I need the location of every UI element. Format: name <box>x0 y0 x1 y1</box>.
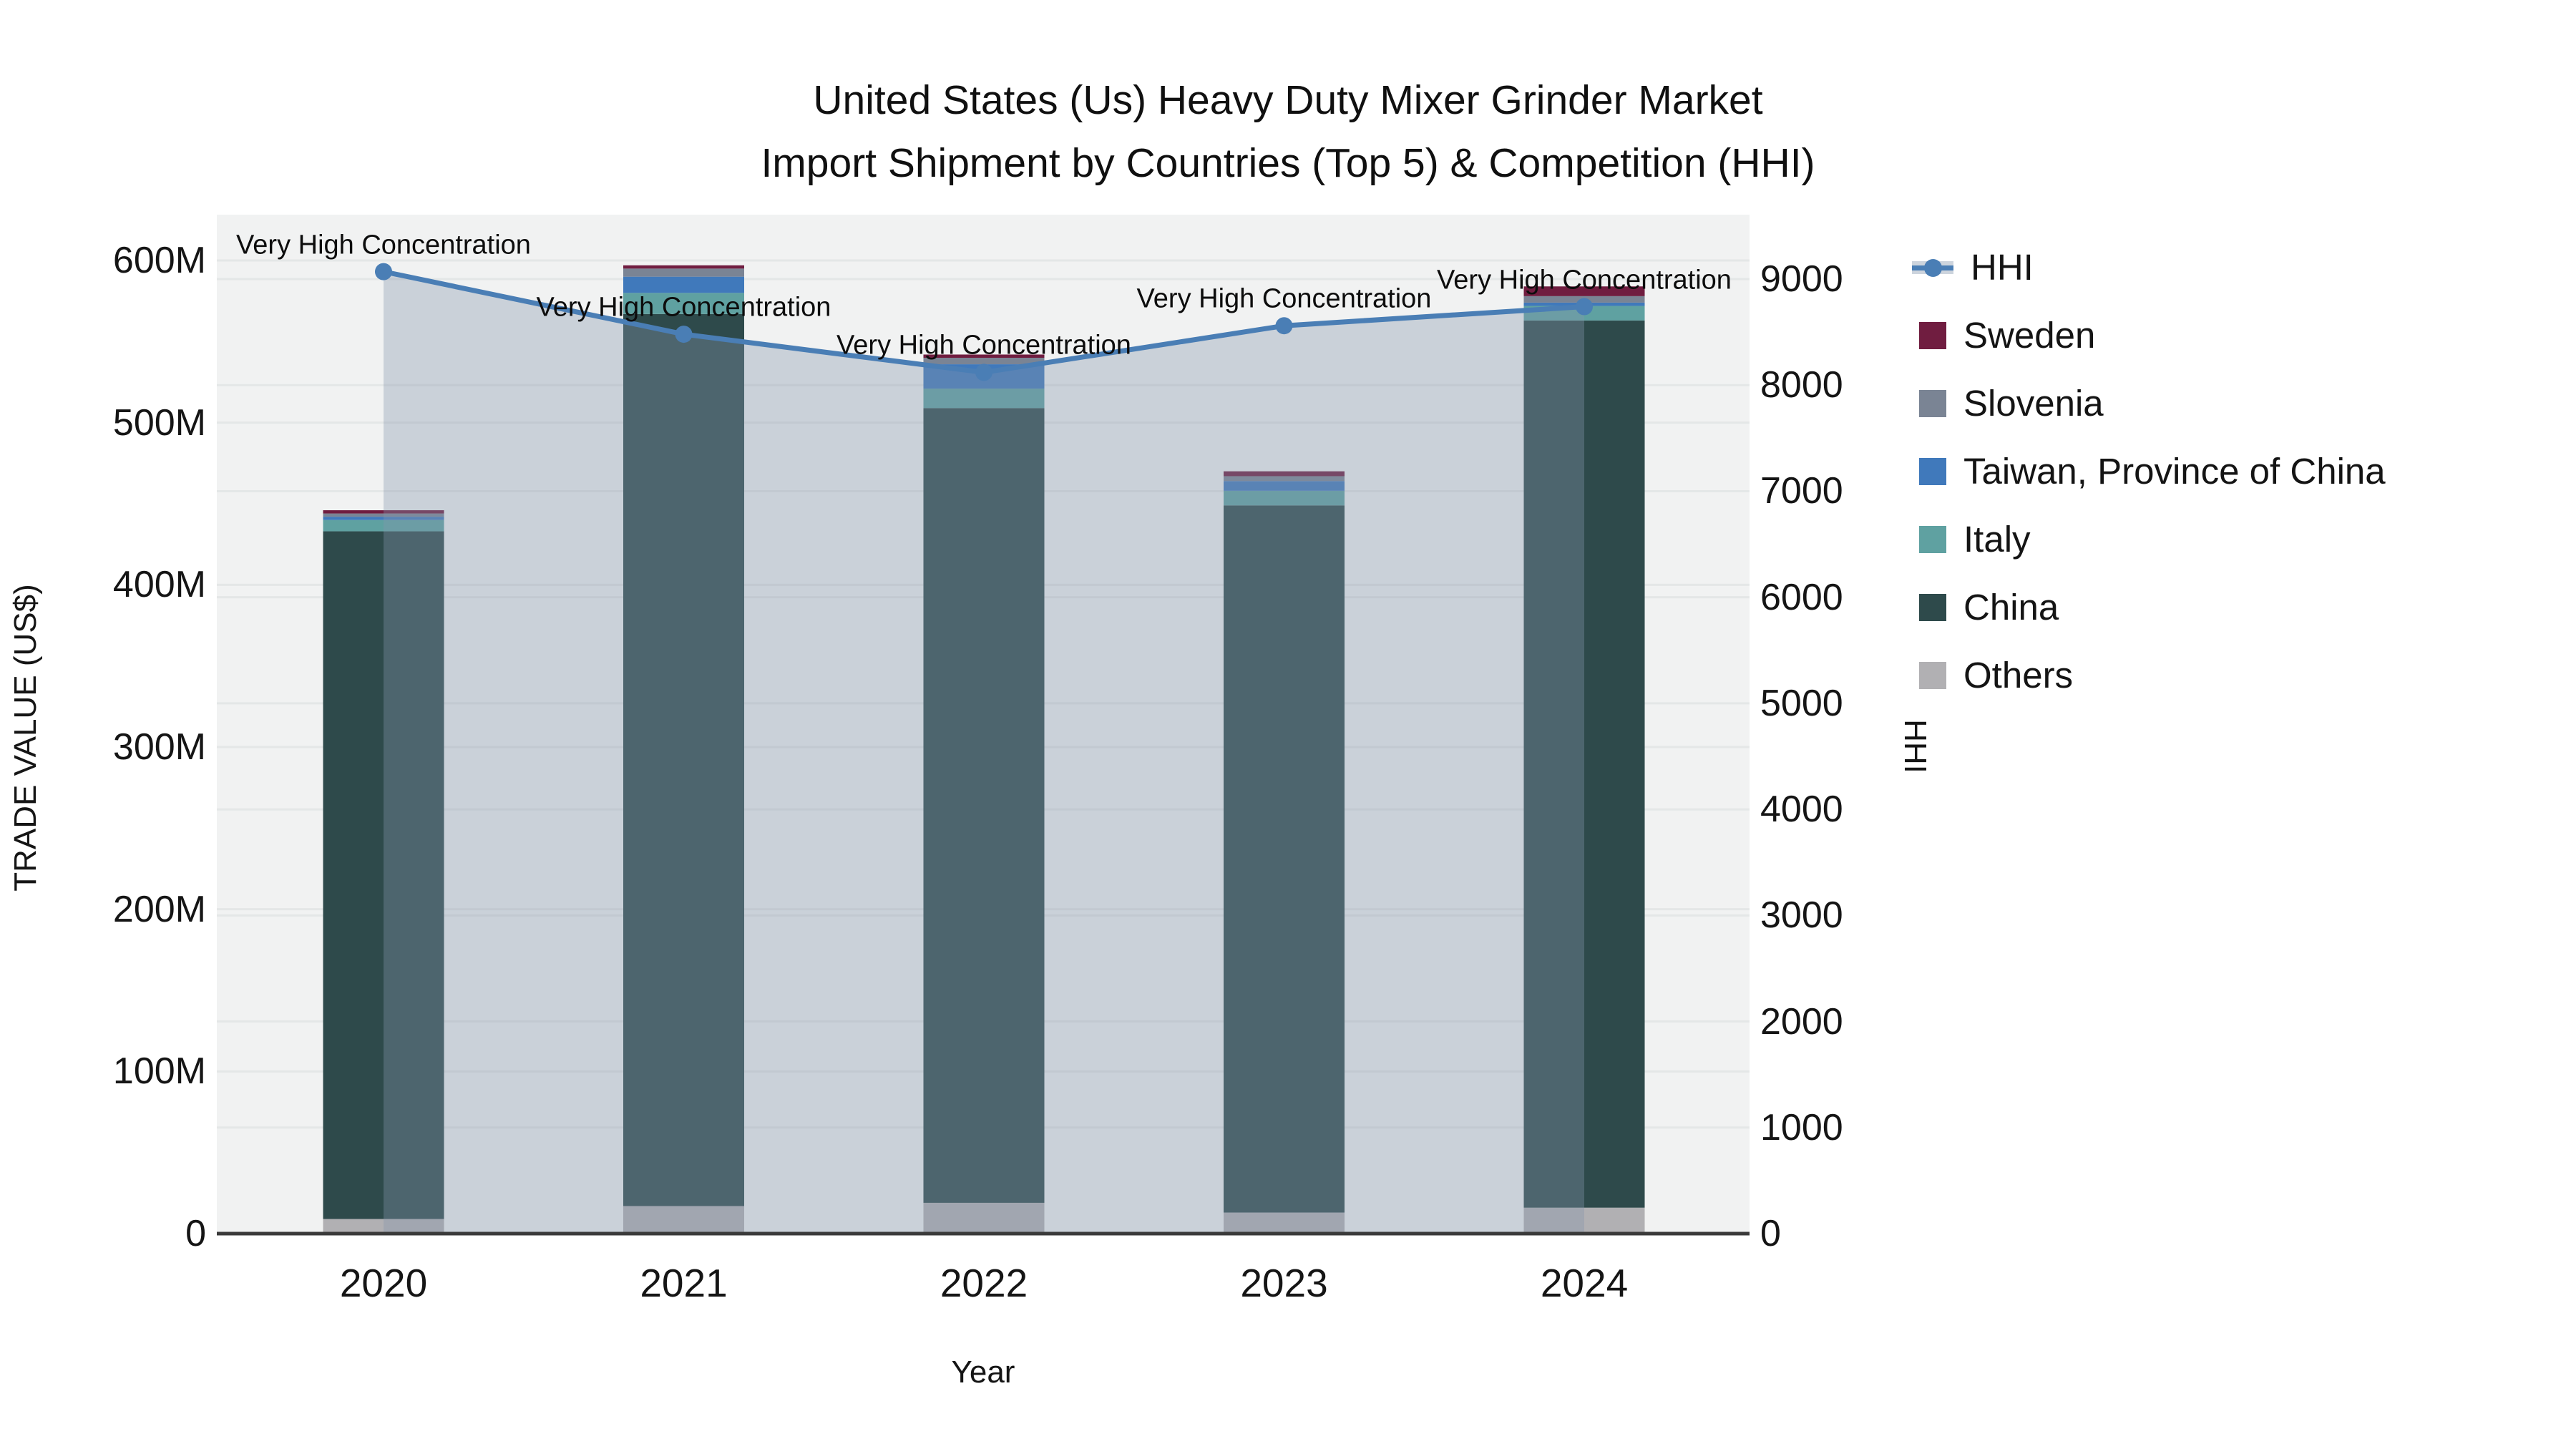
y-right-tick-4000: 4000 <box>1760 789 1843 831</box>
hhi-marker-sample <box>1924 258 1942 277</box>
hhi-line-legend-icon <box>1912 254 1953 281</box>
legend-swatch-icon <box>1919 661 1946 689</box>
bar-segment-china-2022[interactable] <box>923 408 1045 1203</box>
legend-item-italy[interactable]: Italy <box>1912 505 2386 573</box>
bar-segment-others-2023[interactable] <box>1224 1212 1345 1234</box>
legend-label: Slovenia <box>1963 383 2104 424</box>
hhi-annotation-2020: Very High Concentration <box>236 230 531 260</box>
bar-segment-others-2020[interactable] <box>323 1219 444 1234</box>
chart-title-line2: Import Shipment by Countries (Top 5) & C… <box>761 140 1815 186</box>
hhi-point-2021[interactable] <box>675 326 693 343</box>
bar-segment-china-2024[interactable] <box>1523 320 1645 1208</box>
bar-segment-china-2021[interactable] <box>623 313 744 1206</box>
bar-segment-sweden-2022[interactable] <box>923 354 1045 358</box>
bar-segment-italy-2020[interactable] <box>323 519 444 532</box>
y-right-tick-3000: 3000 <box>1760 894 1843 937</box>
bar-segment-italy-2022[interactable] <box>923 389 1045 409</box>
y-left-tick-200M: 200M <box>112 888 206 930</box>
hhi-point-2024[interactable] <box>1576 298 1593 316</box>
y-right-tick-7000: 7000 <box>1760 470 1843 512</box>
y-left-tick-0: 0 <box>185 1213 206 1254</box>
bar-segment-slovenia-2020[interactable] <box>323 513 444 517</box>
legend-label: Italy <box>1963 519 2031 560</box>
legend-label: HHI <box>1971 247 2034 288</box>
x-axis-title: Year <box>951 1355 1015 1390</box>
x-tick-2021: 2021 <box>640 1261 728 1305</box>
hhi-annotation-2021: Very High Concentration <box>536 292 831 323</box>
hhi-point-2022[interactable] <box>975 364 992 381</box>
y-right-tick-8000: 8000 <box>1760 364 1843 406</box>
y-left-tick-300M: 300M <box>112 726 206 768</box>
legend-label: Sweden <box>1963 315 2096 356</box>
legend-label: China <box>1963 587 2059 628</box>
bar-segment-others-2021[interactable] <box>623 1206 744 1234</box>
bar-segment-china-2023[interactable] <box>1224 505 1345 1213</box>
legend-label: Others <box>1963 655 2074 696</box>
y-right-tick-0: 0 <box>1760 1213 1781 1254</box>
bar-segment-italy-2021[interactable] <box>623 293 744 314</box>
y-left-tick-400M: 400M <box>112 564 206 606</box>
y-right-tick-9000: 9000 <box>1760 258 1843 300</box>
legend: HHI Sweden Slovenia Taiwan, Province of Chi… <box>1912 233 2386 709</box>
x-tick-2022: 2022 <box>940 1261 1028 1305</box>
bar-segment-others-2022[interactable] <box>923 1202 1045 1234</box>
hhi-annotation-2022: Very High Concentration <box>836 330 1131 361</box>
hhi-annotation-2024: Very High Concentration <box>1437 265 1732 296</box>
bar-segment-sweden-2024[interactable] <box>1523 286 1645 296</box>
bar-segment-sweden-2020[interactable] <box>323 510 444 514</box>
legend-item-china[interactable]: China <box>1912 573 2386 641</box>
bar-segment-sweden-2023[interactable] <box>1224 471 1345 477</box>
bar-segment-slovenia-2022[interactable] <box>923 357 1045 365</box>
y-right-axis-title: HHI <box>1898 719 1933 774</box>
legend-swatch-icon <box>1919 593 1946 621</box>
bar-segment-taiwan-province-of-china-2020[interactable] <box>323 517 444 520</box>
hhi-point-2020[interactable] <box>375 263 392 280</box>
bar-segment-sweden-2021[interactable] <box>623 265 744 269</box>
y-left-tick-500M: 500M <box>112 401 206 444</box>
legend-swatch-icon <box>1919 389 1946 417</box>
y-right-tick-6000: 6000 <box>1760 576 1843 618</box>
legend-item-hhi[interactable]: HHI <box>1912 233 2386 301</box>
bar-segment-slovenia-2021[interactable] <box>623 268 744 277</box>
legend-item-others[interactable]: Others <box>1912 641 2386 709</box>
legend-swatch-icon <box>1919 321 1946 349</box>
legend-swatch-icon <box>1919 525 1946 553</box>
legend-item-slovenia[interactable]: Slovenia <box>1912 369 2386 437</box>
x-tick-2020: 2020 <box>339 1261 428 1305</box>
legend-swatch-icon <box>1919 457 1946 485</box>
bar-segment-taiwan-province-of-china-2023[interactable] <box>1224 481 1345 491</box>
bar-segment-taiwan-province-of-china-2021[interactable] <box>623 276 744 293</box>
bar-segment-others-2024[interactable] <box>1523 1207 1645 1234</box>
bar-segment-china-2020[interactable] <box>323 531 444 1219</box>
bar-segment-slovenia-2023[interactable] <box>1224 476 1345 482</box>
x-tick-2024: 2024 <box>1540 1261 1629 1305</box>
y-right-tick-2000: 2000 <box>1760 1000 1843 1043</box>
y-right-tick-1000: 1000 <box>1760 1106 1843 1148</box>
x-tick-2023: 2023 <box>1240 1261 1328 1305</box>
hhi-annotation-2023: Very High Concentration <box>1136 283 1432 314</box>
y-left-tick-600M: 600M <box>112 239 206 281</box>
chart-title-line1: United States (Us) Heavy Duty Mixer Grin… <box>813 77 1763 123</box>
legend-item-taiwan-province-of-china[interactable]: Taiwan, Province of China <box>1912 437 2386 505</box>
legend-label: Taiwan, Province of China <box>1963 451 2386 492</box>
hhi-point-2023[interactable] <box>1275 317 1293 335</box>
y-left-tick-100M: 100M <box>112 1050 206 1093</box>
hhi-area-fill <box>384 271 1584 1234</box>
legend-item-sweden[interactable]: Sweden <box>1912 301 2386 369</box>
chart-title: United States (Us) Heavy Duty Mixer Grin… <box>0 69 2576 195</box>
y-right-tick-5000: 5000 <box>1760 682 1843 724</box>
bar-segment-italy-2023[interactable] <box>1224 490 1345 506</box>
